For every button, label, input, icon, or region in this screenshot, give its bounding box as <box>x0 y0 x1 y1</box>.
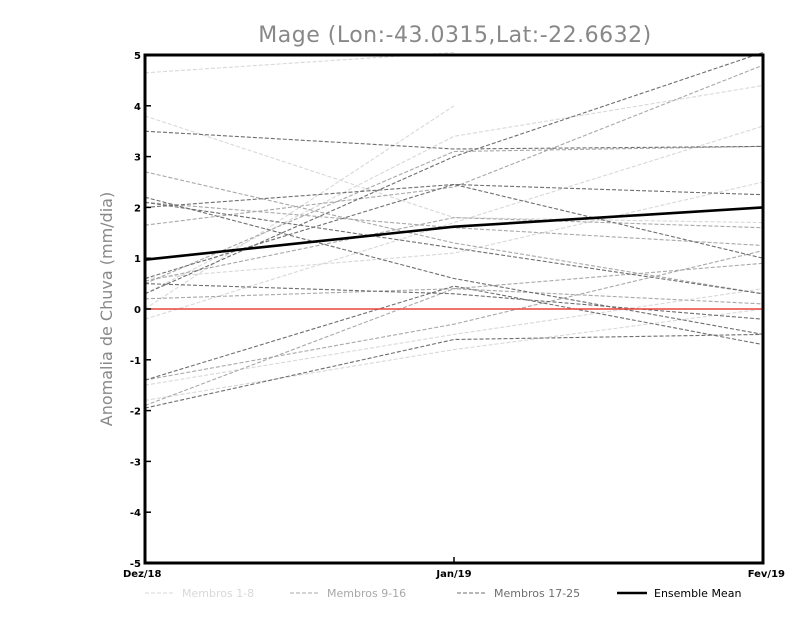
series-line-membro-25 <box>144 201 764 295</box>
y-tick-label: 5 <box>134 51 141 62</box>
y-tick-label: 0 <box>134 305 141 316</box>
y-tick-label: 1 <box>134 254 141 265</box>
series-line-membro-18 <box>144 183 764 208</box>
series-line-membro-4 <box>144 105 455 310</box>
legend-label-membros-9-16: Membros 9-16 <box>327 587 406 600</box>
series-line-membro-17 <box>144 130 764 150</box>
legend-label-ensemble-mean: Ensemble Mean <box>654 587 741 600</box>
series-line-membro-21 <box>144 183 764 280</box>
series-line-membro-16 <box>144 262 764 407</box>
series-line-membro-11 <box>144 145 764 285</box>
legend-label-membros-1-8: Membros 1-8 <box>182 587 254 600</box>
x-tick-label: Jan/19 <box>435 569 471 580</box>
y-tick-label: -3 <box>130 457 141 468</box>
series-line-membro-19 <box>144 51 764 295</box>
series-line-membro-3 <box>144 84 764 295</box>
series-line-membro-14 <box>144 201 764 247</box>
y-tick-label: 3 <box>134 153 141 164</box>
series-line-membro-22 <box>144 333 764 409</box>
chart-title: Mage (Lon:-43.0315,Lat:-22.6632) <box>258 23 651 48</box>
x-tick-label: Dez/18 <box>123 569 162 580</box>
series-line-membro-7 <box>144 308 764 401</box>
series-layer <box>144 51 764 409</box>
y-axis-label: Anomalia de Chuva (mm/dia) <box>97 192 116 426</box>
series-line-membro-13 <box>144 250 764 381</box>
y-axis-ticks: 5 4 3 2 1 0 -1 -2 -3 -4 -5 <box>130 51 151 570</box>
series-line-membro-2 <box>144 115 764 224</box>
series-line-membro-20 <box>144 196 764 335</box>
y-tick-label: 4 <box>134 102 141 113</box>
ensemble-mean-layer <box>144 206 764 261</box>
y-tick-label: -1 <box>130 356 141 367</box>
series-line-membro-6 <box>144 288 764 386</box>
series-line-membro-12 <box>144 217 764 282</box>
series-line-membro-24 <box>144 283 764 320</box>
y-tick-label: -5 <box>130 559 141 570</box>
series-line-membro-15 <box>144 288 764 305</box>
y-tick-label: 2 <box>134 203 141 214</box>
y-tick-label: -2 <box>130 407 141 418</box>
series-line-membro-23 <box>144 285 764 381</box>
series-line-ensemble-mean <box>144 206 764 261</box>
series-line-membro-8 <box>144 125 764 320</box>
series-line-membro-10 <box>144 171 764 295</box>
legend-label-membros-17-25: Membros 17-25 <box>494 587 580 600</box>
y-tick-label: -4 <box>130 508 141 519</box>
series-line-membro-9 <box>144 64 764 226</box>
legend: Membros 1-8 Membros 9-16 Membros 17-25 Ense… <box>145 587 741 600</box>
series-line-membro-5 <box>144 181 764 280</box>
x-axis-ticks: Dez/18 Jan/19 Fev/19 <box>123 557 785 580</box>
x-tick-label: Fev/19 <box>748 569 785 580</box>
